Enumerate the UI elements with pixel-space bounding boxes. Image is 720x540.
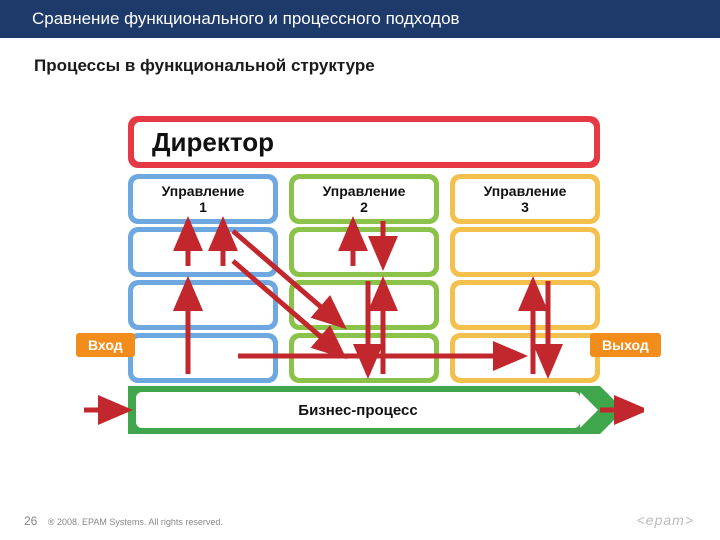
page-number: 26 xyxy=(24,514,37,528)
title-bar: Сравнение функционального и процессного … xyxy=(0,0,720,38)
footer: 26 ® 2008. EPAM Systems. All rights rese… xyxy=(24,514,223,528)
process-chevron xyxy=(600,386,624,434)
logo: <epam> xyxy=(637,512,694,528)
grid-cell xyxy=(128,280,278,330)
column-header: Управление 1 xyxy=(128,174,278,224)
tag-out: Выход xyxy=(590,333,661,357)
process-inner-chevron xyxy=(580,392,598,428)
column-header: Управление 2 xyxy=(289,174,439,224)
column-header-label: Управление 3 xyxy=(455,179,595,219)
grid-cell xyxy=(128,227,278,277)
grid-cell xyxy=(450,227,600,277)
director-label: Директор xyxy=(134,122,594,162)
grid-cell xyxy=(450,280,600,330)
diagram: Директор Управление 1 Управление 2 Управле… xyxy=(128,116,600,416)
column-header: Управление 3 xyxy=(450,174,600,224)
grid-cell xyxy=(289,333,439,383)
grid-cell xyxy=(289,280,439,330)
grid-cell xyxy=(128,333,278,383)
column-header-label: Управление 2 xyxy=(294,179,434,219)
slide-subtitle: Процессы в функциональной структуре xyxy=(0,38,720,90)
grid-cell xyxy=(289,227,439,277)
director-box: Директор xyxy=(128,116,600,168)
grid-cell xyxy=(450,333,600,383)
copyright: ® 2008. EPAM Systems. All rights reserve… xyxy=(48,517,223,527)
process-label: Бизнес-процесс xyxy=(136,392,580,428)
tag-in: Вход xyxy=(76,333,135,357)
column-header-label: Управление 1 xyxy=(133,179,273,219)
slide-title: Сравнение функционального и процессного … xyxy=(32,9,460,29)
process-band: Бизнес-процесс xyxy=(128,386,600,434)
